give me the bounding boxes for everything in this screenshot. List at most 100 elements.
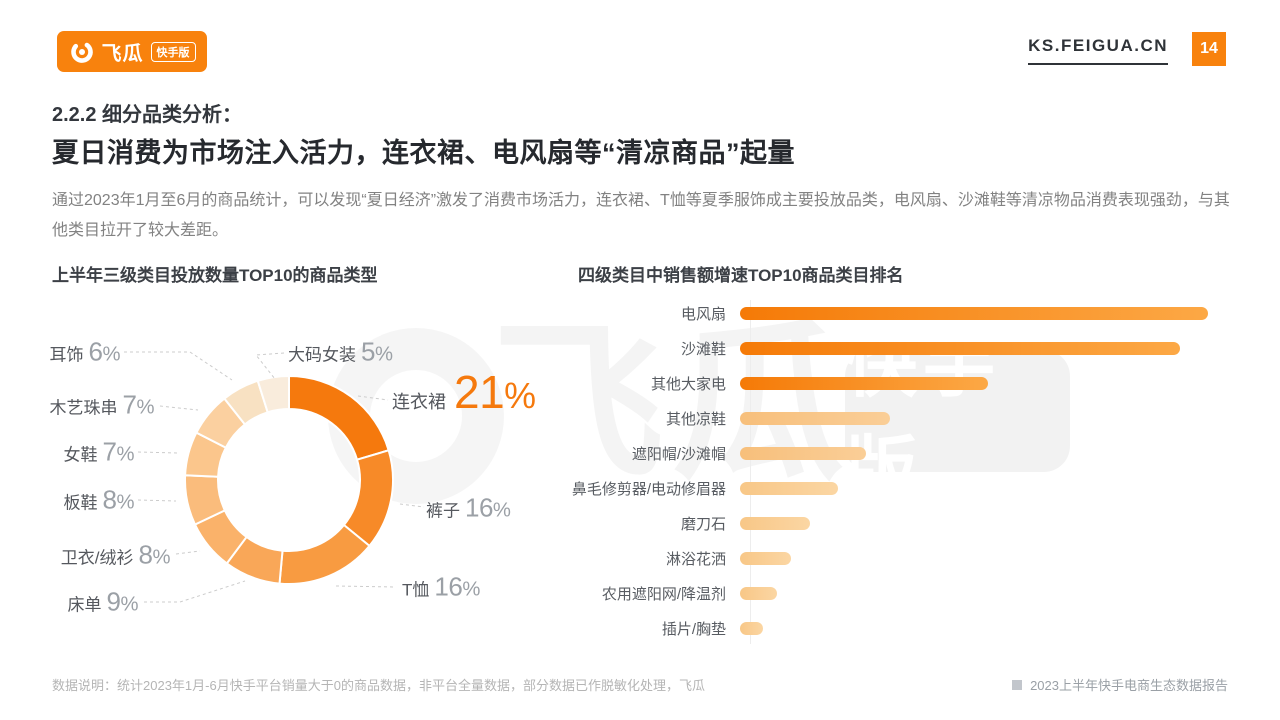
- bar-category-label: 磨刀石: [680, 516, 726, 533]
- bar-category-label: 鼻毛修剪器/电动修眉器: [571, 481, 726, 498]
- section-description: 通过2023年1月至6月的商品统计，可以发现“夏日经济”激发了消费市场活力，连衣…: [52, 192, 1230, 239]
- bar-category-label: 插片/胸垫: [661, 621, 726, 638]
- bar-fill-遮阳帽/沙滩帽: [740, 447, 867, 460]
- bar-fill-磨刀石: [740, 517, 811, 530]
- donut-label-value: 7%: [102, 436, 135, 467]
- bar-row: 其他大家电: [558, 366, 1250, 401]
- bar-row: 淋浴花洒: [558, 541, 1250, 576]
- donut-label-name: 大码女装: [288, 345, 356, 365]
- bar-category-label: 遮阳帽/沙滩帽: [631, 446, 726, 463]
- bar-row: 鼻毛修剪器/电动修眉器: [558, 471, 1250, 506]
- leader-line: [357, 395, 389, 401]
- donut-chart: 连衣裙 21% 裤子 16% T恤 16% 床单 9% 卫衣/绒衫 8% 板鞋 8% 女鞋 7% 木艺珠串 7…: [40, 330, 600, 660]
- footer-data-note: 数据说明：统计2023年1月-6月快手平台销量大于0的商品数据，非平台全量数据，…: [52, 678, 705, 693]
- bar-row: 电风扇: [558, 296, 1250, 331]
- footer-source-text: 2023上半年快手电商生态数据报告: [1030, 678, 1228, 693]
- footer-source: 2023上半年快手电商生态数据报告: [1012, 675, 1228, 694]
- logo-badge: 快手版: [150, 41, 196, 62]
- feigua-logo: 飞瓜 快手版: [57, 31, 207, 72]
- bar-track: [738, 622, 1250, 635]
- donut-label-value: 16%: [434, 571, 480, 602]
- bar-track: [738, 377, 1250, 390]
- donut-label-value: 9%: [106, 586, 139, 617]
- site-url-link[interactable]: KS.FEIGUA.CN: [1028, 36, 1168, 65]
- donut-label-name: 木艺珠串: [49, 398, 118, 418]
- donut-label-name: 裤子: [426, 501, 460, 521]
- donut-label-木艺珠串: 木艺珠串 7%: [40, 389, 155, 421]
- bar-row: 农用遮阳网/降温剂: [558, 576, 1250, 611]
- bar-chart-axis-line: [750, 300, 751, 644]
- logo-brand-text: 飞瓜: [101, 43, 144, 65]
- donut-chart-title: 上半年三级类目投放数量TOP10的商品类型: [52, 266, 378, 285]
- bar-category-label: 沙滩鞋: [680, 341, 726, 358]
- bar-fill-鼻毛修剪器/电动修眉器: [740, 482, 839, 495]
- leader-line: [335, 585, 397, 588]
- bar-track: [738, 587, 1250, 600]
- leader-line: [175, 550, 201, 555]
- footer-square-icon: [1012, 679, 1023, 690]
- watermark-badge: 快手版: [845, 326, 1070, 511]
- bar-track: [738, 447, 1250, 460]
- bar-row: 沙滩鞋: [558, 331, 1250, 366]
- bar-chart: 电风扇沙滩鞋其他大家电其他凉鞋遮阳帽/沙滩帽鼻毛修剪器/电动修眉器磨刀石淋浴花洒…: [558, 296, 1250, 648]
- donut-label-value: 7%: [122, 389, 155, 420]
- donut-label-name: T恤: [402, 580, 430, 600]
- donut-label-value: 6%: [88, 336, 121, 367]
- bar-track: [738, 482, 1250, 495]
- leader-line: [255, 352, 285, 380]
- bar-row: 磨刀石: [558, 506, 1250, 541]
- donut-label-连衣裙: 连衣裙 21%: [392, 365, 536, 419]
- donut-slice: [256, 374, 290, 414]
- donut-svg: [124, 351, 425, 603]
- bar-fill-其他凉鞋: [740, 412, 890, 425]
- page-title: 夏日消费为市场注入活力，连衣裙、电风扇等“清凉商品”起量: [52, 138, 795, 168]
- bar-fill-插片/胸垫: [740, 622, 764, 635]
- bar-category-label: 电风扇: [680, 306, 726, 323]
- bar-category-label: 农用遮阳网/降温剂: [601, 586, 726, 603]
- donut-label-name: 床单: [67, 595, 102, 615]
- leader-line: [124, 351, 233, 381]
- bar-track: [738, 412, 1250, 425]
- donut-label-name: 女鞋: [63, 445, 98, 465]
- bar-fill-淋浴花洒: [740, 552, 792, 565]
- bar-track: [738, 517, 1250, 530]
- bar-rows: 电风扇沙滩鞋其他大家电其他凉鞋遮阳帽/沙滩帽鼻毛修剪器/电动修眉器磨刀石淋浴花洒…: [558, 296, 1250, 646]
- bar-track: [738, 307, 1250, 320]
- donut-label-耳饰: 耳饰 6%: [40, 336, 121, 368]
- bar-fill-沙滩鞋: [740, 342, 1180, 355]
- watermark-badge-text: 快手版: [845, 326, 1002, 511]
- leader-line: [137, 499, 177, 502]
- donut-label-T恤: T恤 16%: [402, 572, 480, 603]
- donut-label-value: 16%: [465, 492, 511, 523]
- bar-category-label: 其他大家电: [650, 376, 726, 393]
- donut-label-板鞋: 板鞋 8%: [40, 485, 135, 516]
- leader-line: [137, 451, 179, 454]
- donut-slice: [288, 374, 390, 461]
- donut-label-床单: 床单 9%: [40, 586, 139, 618]
- bar-row: 遮阳帽/沙滩帽: [558, 436, 1250, 471]
- bar-row: 插片/胸垫: [558, 611, 1250, 646]
- donut-label-裤子: 裤子 16%: [426, 492, 511, 524]
- donut-label-name: 连衣裙: [392, 392, 446, 412]
- feigua-swirl-icon: [70, 40, 93, 63]
- donut-label-value: 5%: [361, 336, 393, 367]
- section-kicker: 2.2.2 细分品类分析：: [52, 104, 243, 126]
- bar-category-label: 淋浴花洒: [665, 551, 726, 568]
- donut-label-大码女装: 大码女装 5%: [288, 337, 393, 368]
- page-number-badge: 14: [1192, 32, 1226, 66]
- donut-label-卫衣/绒衫: 卫衣/绒衫 8%: [40, 539, 171, 571]
- leader-line: [159, 405, 199, 411]
- donut-slice: [278, 523, 371, 585]
- donut-label-value: 8%: [138, 539, 171, 570]
- donut-label-name: 耳饰: [49, 345, 84, 365]
- leader-line: [399, 503, 425, 508]
- donut-label-value: 21%: [454, 366, 536, 418]
- bar-chart-title: 四级类目中销售额增速TOP10商品类目排名: [578, 266, 904, 285]
- bar-track: [738, 342, 1250, 355]
- bar-track: [738, 552, 1250, 565]
- donut-label-name: 板鞋: [63, 493, 98, 513]
- leader-line: [144, 580, 246, 603]
- bar-category-label: 其他凉鞋: [665, 411, 726, 428]
- bar-fill-农用遮阳网/降温剂: [740, 587, 778, 600]
